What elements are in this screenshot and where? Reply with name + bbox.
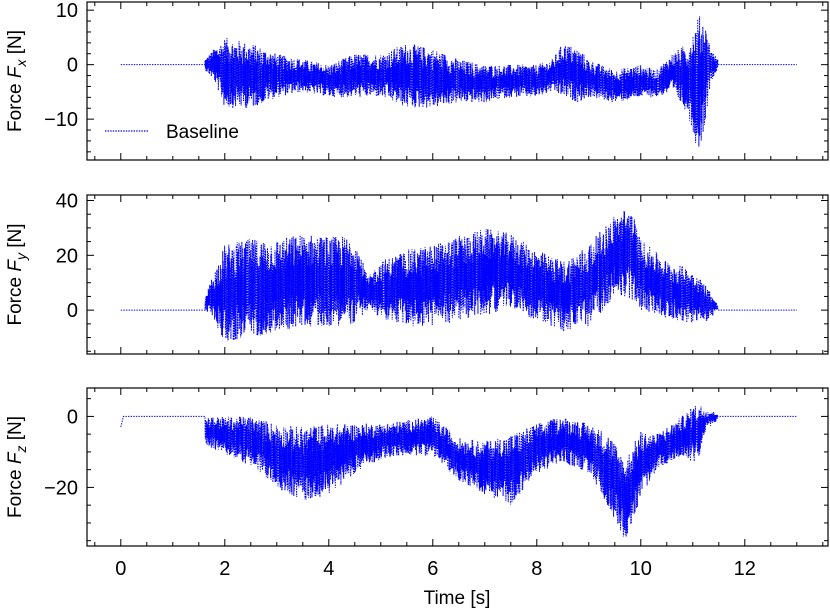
plot-frame [86, 194, 829, 355]
y-tick-label: 0 [67, 55, 78, 77]
legend-label: Baseline [166, 122, 239, 143]
x-tick-label: 2 [219, 558, 230, 580]
chart-panels: −10 0 10 Force Fx [N] Baseline 0 20 40 Force Fy … [5, 0, 829, 547]
plot-frame [86, 1, 829, 161]
y-tick-label: 10 [56, 0, 78, 22]
x-axis-label: Time [s] [424, 588, 491, 609]
plot-frame [86, 387, 829, 547]
panel-fy: 0 20 40 Force Fy [N] [5, 190, 829, 355]
y-tick-label: −20 [44, 477, 78, 499]
panel-fx: −10 0 10 Force Fx [N] Baseline [5, 0, 829, 161]
y-axis-label: Force Fz [N] [5, 416, 29, 518]
panel-fz: −20 0 Force Fz [N] [5, 387, 829, 547]
y-axis-label: Force Fx [N] [5, 30, 29, 132]
data-series-baseline [120, 211, 797, 341]
x-tick-label: 4 [323, 558, 334, 580]
x-tick-label: 8 [531, 558, 542, 580]
x-tick-label: 12 [734, 558, 756, 580]
legend: Baseline [105, 122, 239, 143]
data-series-baseline [120, 16, 797, 147]
y-tick-label: −10 [44, 109, 78, 131]
y-tick-label: 0 [67, 300, 78, 322]
y-axis-label: Force Fy [N] [5, 223, 29, 325]
y-tick-label: 0 [67, 406, 78, 428]
x-tick-label: 0 [115, 558, 126, 580]
x-tick-label: 10 [630, 558, 652, 580]
x-tick-label: 6 [427, 558, 438, 580]
y-tick-label: 40 [56, 190, 78, 212]
data-series-baseline [120, 406, 797, 537]
y-tick-label: 20 [56, 245, 78, 267]
x-axis-tick-labels: 0 2 4 6 8 10 12 [115, 558, 756, 580]
